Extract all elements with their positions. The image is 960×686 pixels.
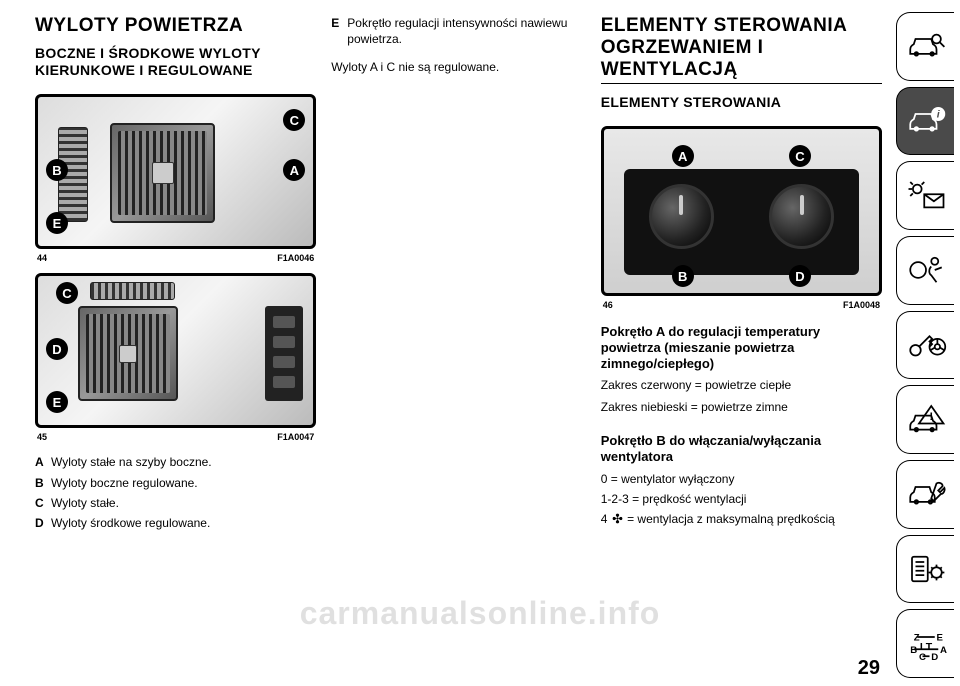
fig45-num: 45 — [37, 432, 47, 442]
fig46-label-a: A — [672, 145, 694, 167]
fig46-label-b: B — [672, 265, 694, 287]
fig44-label-a: A — [283, 159, 305, 181]
fig45-label-d: D — [46, 338, 68, 360]
list-a: Wyloty stałe na szyby boczne. — [51, 454, 212, 470]
fig46-label-d: D — [789, 265, 811, 287]
col2-p1: Wyloty A i C nie są regulowane. — [331, 59, 585, 75]
sidebar-key-wheel-icon[interactable] — [896, 311, 954, 380]
fig44-num: 44 — [37, 253, 47, 263]
figure-45: C D E — [35, 273, 316, 428]
sidebar-car-info-icon[interactable]: i — [896, 87, 954, 156]
sidebar-car-warning-icon[interactable]: ! — [896, 385, 954, 454]
sidebar-spec-gear-icon[interactable] — [896, 535, 954, 604]
col1-list: AWyloty stałe na szyby boczne. BWyloty b… — [35, 454, 316, 535]
svg-text:!: ! — [929, 411, 933, 423]
fig45-label-e: E — [46, 391, 68, 413]
fig45-label-c: C — [56, 282, 78, 304]
sidebar-index-icon[interactable]: ZEBACDI T — [896, 609, 954, 678]
col3-subheading: ELEMENTY STEROWANIA — [601, 94, 882, 111]
svg-text:Z: Z — [913, 632, 919, 643]
page-number: 29 — [858, 657, 880, 680]
sidebar-airbag-icon[interactable] — [896, 236, 954, 305]
sec2-p2: 1-2-3 = prędkość wentylacji — [601, 491, 882, 507]
sec1-h3: Pokrętło A do regulacji temperatury powi… — [601, 324, 882, 371]
list-d: Wyloty środkowe regulowane. — [51, 515, 210, 531]
sidebar-car-service-icon[interactable] — [896, 460, 954, 529]
svg-text:A: A — [940, 644, 947, 655]
sec2-h3: Pokrętło B do włączania/wyłączania wenty… — [601, 433, 882, 464]
sidebar-car-search-icon[interactable] — [896, 12, 954, 81]
figure-46: A C B D — [601, 126, 882, 296]
fig46-label-c: C — [789, 145, 811, 167]
sec2-p3: 4 = wentylacja z maksymalną prędkością — [601, 511, 882, 527]
fan-icon — [611, 512, 624, 525]
fig44-label-c: C — [283, 109, 305, 131]
sidebar-lights-mail-icon[interactable] — [896, 161, 954, 230]
fig46-num: 46 — [603, 300, 613, 310]
sidebar: i ! ZEBACDI T — [890, 0, 960, 686]
figure-44: C A B E — [35, 94, 316, 249]
svg-text:B: B — [910, 644, 917, 655]
item-e: E Pokrętło regulacji intensywności nawie… — [331, 15, 585, 47]
col1-subheading: BOCZNE I ŚRODKOWE WYLOTY KIERUNKOWE I RE… — [35, 45, 316, 79]
col1-heading: WYLOTY POWIETRZA — [35, 15, 316, 37]
sec2-p1: 0 = wentylator wyłączony — [601, 471, 882, 487]
fig46-code: F1A0048 — [843, 300, 880, 310]
list-c: Wyloty stałe. — [51, 495, 119, 511]
fig44-code: F1A0046 — [277, 253, 314, 263]
list-b: Wyloty boczne regulowane. — [51, 475, 198, 491]
sec1-p2: Zakres niebieski = powietrze zimne — [601, 399, 882, 415]
svg-text:E: E — [936, 632, 943, 643]
svg-text:D: D — [931, 651, 938, 661]
sec1-p1: Zakres czerwony = powietrze ciepłe — [601, 377, 882, 393]
svg-text:I T: I T — [919, 641, 932, 653]
fig44-label-e: E — [46, 212, 68, 234]
fig45-code: F1A0047 — [277, 432, 314, 442]
col3-heading: ELEMENTY STEROWANIA OGRZEWANIEM I WENTYL… — [601, 15, 882, 84]
